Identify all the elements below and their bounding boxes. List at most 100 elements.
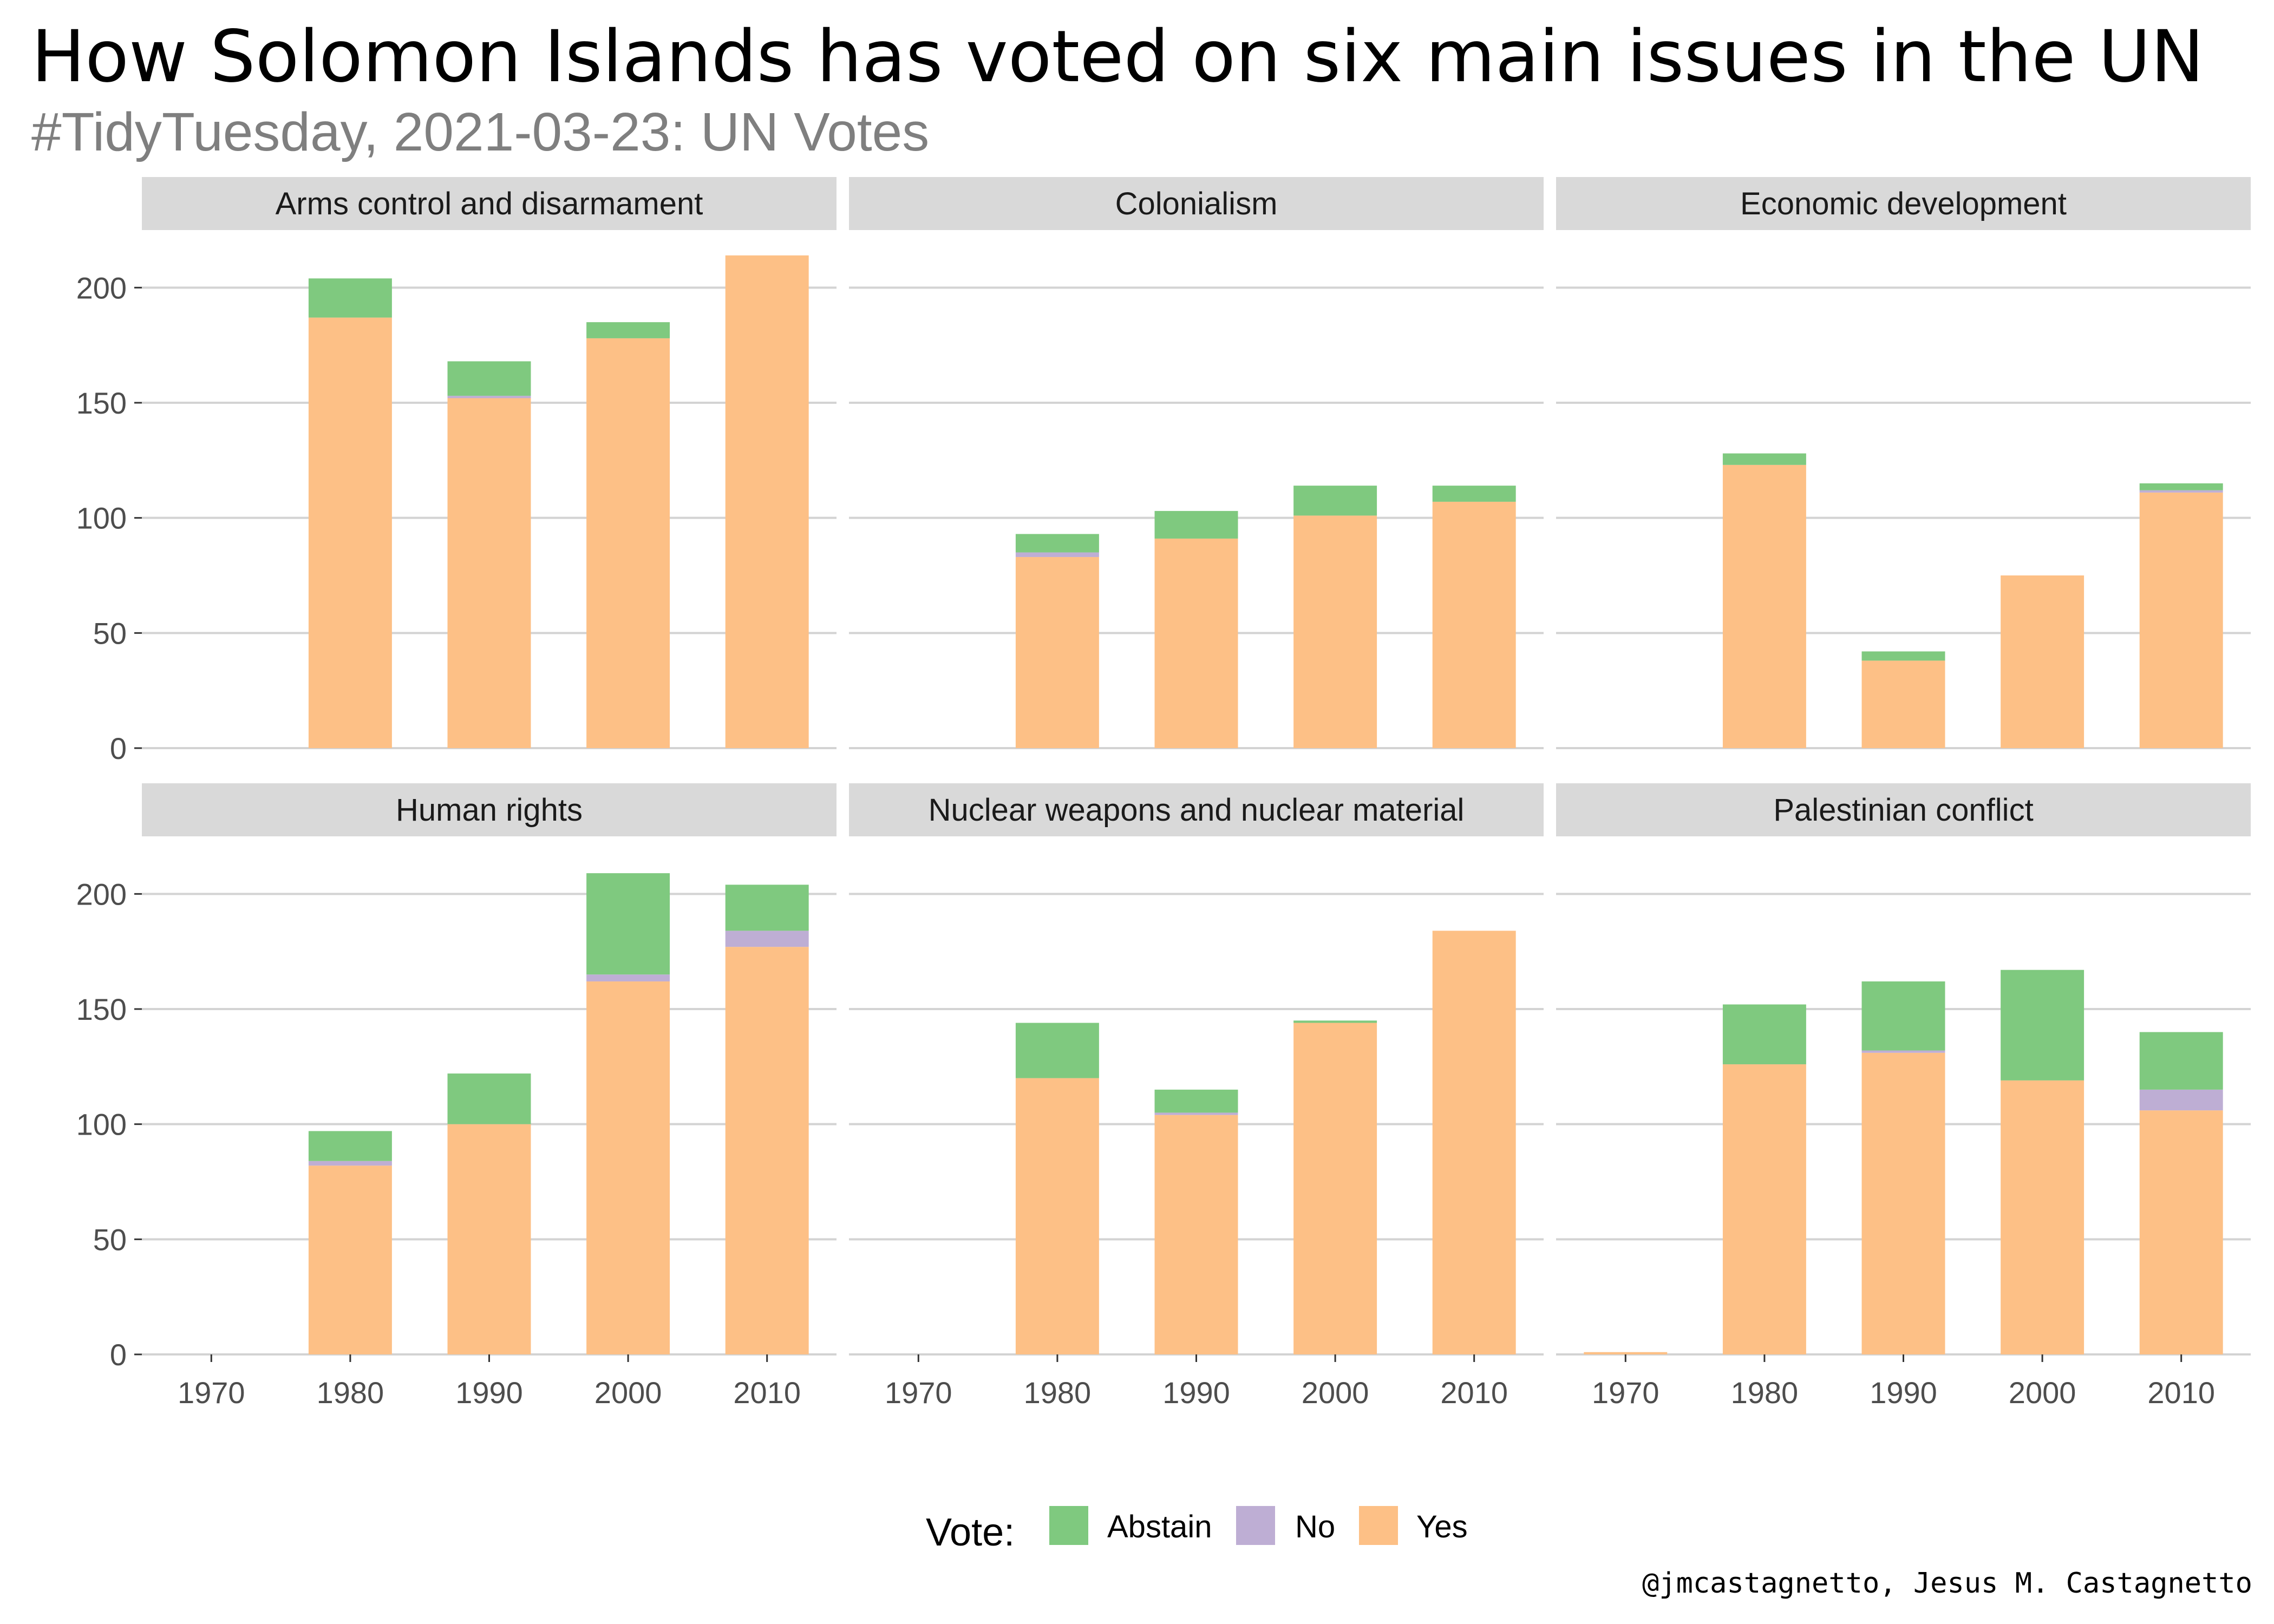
bar-segment-yes <box>725 255 809 749</box>
y-tick-label: 200 <box>76 271 127 305</box>
bar-segment-yes <box>1722 464 1806 748</box>
x-tick-label: 2000 <box>594 1376 662 1410</box>
facet-strip-label: Colonialism <box>1115 186 1278 221</box>
facet-strip <box>849 177 1544 230</box>
y-tick-label: 200 <box>76 877 127 911</box>
bar-segment-yes <box>586 981 670 1354</box>
bar-segment-abstain <box>1722 1004 1806 1065</box>
bar-segment-yes <box>1015 1078 1099 1354</box>
bar-segment-no <box>725 931 809 947</box>
facet-strip-label: Human rights <box>396 793 583 828</box>
x-tick-label: 1990 <box>455 1376 523 1410</box>
legend-label-abstain: Abstain <box>1107 1509 1212 1544</box>
bar-segment-abstain <box>725 885 809 931</box>
bar-segment-no <box>2139 1089 2223 1111</box>
facet-panel: Arms control and disarmament 0 50 100 150 200 <box>76 177 837 765</box>
facet-strip <box>142 177 837 230</box>
bar-segment-yes <box>447 398 531 748</box>
bar-segment-abstain <box>1015 1023 1099 1078</box>
bar-segment-abstain <box>308 1131 392 1161</box>
bar-segment-yes <box>1861 660 1945 748</box>
bar-segment-yes <box>2001 575 2084 748</box>
chart-title: How Solomon Islands has voted on six mai… <box>31 15 2204 99</box>
bar-segment-yes <box>1154 538 1238 748</box>
bar-segment-abstain <box>1861 981 1945 1051</box>
bar-segment-no <box>1015 552 1099 557</box>
bar-segment-yes <box>1154 1115 1238 1354</box>
bar-segment-abstain <box>586 322 670 338</box>
bar-segment-no <box>586 974 670 981</box>
bar-segment-abstain <box>1722 453 1806 465</box>
bar-segment-yes <box>2001 1080 2084 1354</box>
bar-segment-abstain <box>1015 534 1099 553</box>
x-tick-label: 2000 <box>1302 1376 1369 1410</box>
bar-segment-yes <box>1432 931 1516 1354</box>
bar-segment-yes <box>308 1165 392 1354</box>
x-tick-label: 2010 <box>733 1376 801 1410</box>
bar-segment-abstain <box>1861 651 1945 661</box>
legend-swatch-abstain <box>1049 1506 1088 1545</box>
bar-segment-no <box>1154 1112 1238 1115</box>
facet-strip-label: Palestinian conflict <box>1773 793 2033 828</box>
facet-panel: Human rights 0 50 100 150 200 1970 1980 1990 2000… <box>76 783 837 1410</box>
facets-layer: Arms control and disarmament 0 50 100 150 200… <box>76 177 2251 1410</box>
bar-segment-no <box>308 1161 392 1166</box>
bar-segment-yes <box>1293 515 1377 748</box>
bar-segment-abstain <box>447 361 531 396</box>
bar-segment-yes <box>1015 556 1099 748</box>
x-tick-label: 2010 <box>2147 1376 2215 1410</box>
bar-segment-yes <box>2139 1110 2223 1354</box>
bar-segment-yes <box>1432 501 1516 748</box>
bar-segment-abstain <box>1293 1020 1377 1023</box>
legend: Vote: Abstain No Yes <box>926 1506 1468 1554</box>
facet-strip <box>1556 177 2251 230</box>
facet-strip <box>849 783 1544 836</box>
x-tick-label: 1990 <box>1162 1376 1230 1410</box>
legend-swatch-no <box>1236 1506 1275 1545</box>
bar-segment-yes <box>1584 1352 1668 1354</box>
facet-strip <box>142 783 837 836</box>
x-tick-label: 1980 <box>1024 1376 1092 1410</box>
facet-panel: Nuclear weapons and nuclear material 1970… <box>849 783 1544 1410</box>
legend-label-no: No <box>1295 1509 1335 1544</box>
facet-strip-label: Arms control and disarmament <box>276 186 703 221</box>
bar-segment-abstain <box>447 1073 531 1124</box>
x-tick-label: 1980 <box>1731 1376 1799 1410</box>
y-tick-label: 150 <box>76 386 127 420</box>
bar-segment-yes <box>1293 1023 1377 1354</box>
bar-segment-no <box>2139 490 2223 493</box>
x-tick-label: 2010 <box>1440 1376 1508 1410</box>
y-tick-label: 0 <box>110 1338 127 1372</box>
bar-segment-no <box>447 396 531 398</box>
y-tick-label: 50 <box>93 1222 127 1256</box>
y-tick-label: 100 <box>76 501 127 535</box>
x-tick-label: 1980 <box>317 1376 384 1410</box>
legend-title: Vote: <box>926 1511 1015 1554</box>
x-tick-label: 2000 <box>2009 1376 2076 1410</box>
legend-label-yes: Yes <box>1416 1509 1468 1544</box>
bar-segment-yes <box>586 338 670 748</box>
bar-segment-abstain <box>2139 1032 2223 1090</box>
facet-panel: Palestinian conflict 1970 1980 1990 2000 2010 <box>1556 783 2251 1410</box>
facet-panel: Colonialism <box>849 177 1544 749</box>
bar-segment-yes <box>725 947 809 1354</box>
bar-segment-yes <box>308 317 392 748</box>
y-tick-label: 50 <box>93 616 127 650</box>
bar-segment-abstain <box>586 873 670 975</box>
facet-strip-label: Nuclear weapons and nuclear material <box>929 793 1465 828</box>
bar-segment-abstain <box>2139 483 2223 490</box>
bar-segment-yes <box>2139 492 2223 748</box>
x-tick-label: 1970 <box>885 1376 952 1410</box>
bar-segment-yes <box>1722 1064 1806 1354</box>
bar-segment-abstain <box>1293 486 1377 516</box>
bar-segment-abstain <box>2001 970 2084 1081</box>
bar-segment-yes <box>447 1124 531 1354</box>
facet-strip-label: Economic development <box>1740 186 2067 221</box>
bar-segment-yes <box>1861 1052 1945 1354</box>
bar-segment-abstain <box>1154 1089 1238 1113</box>
bar-segment-abstain <box>1154 510 1238 539</box>
bar-segment-no <box>1861 1050 1945 1053</box>
facet-panel: Economic development <box>1556 177 2251 749</box>
bar-segment-abstain <box>308 278 392 318</box>
